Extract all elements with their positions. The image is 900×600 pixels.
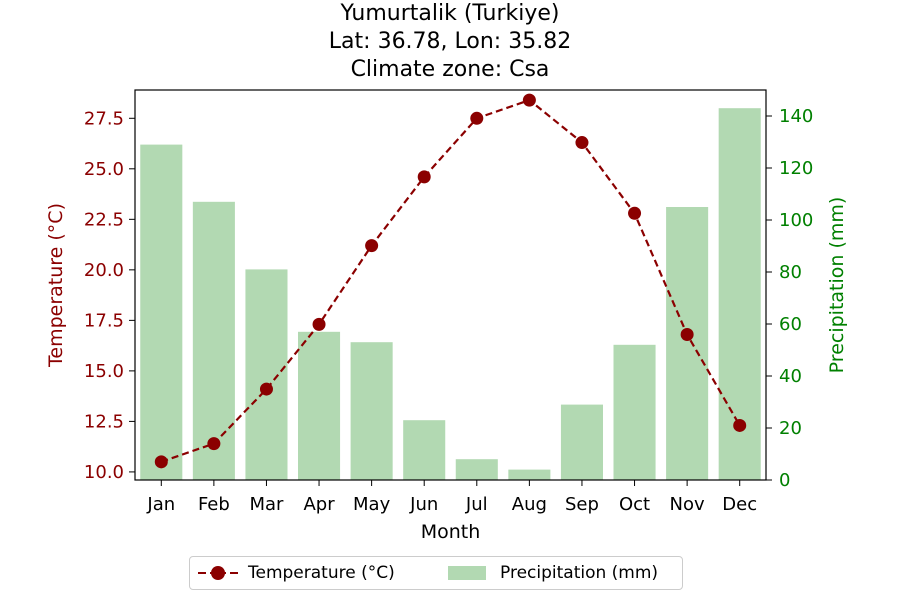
- y-right-axis-label: Precipitation (mm): [826, 197, 848, 374]
- y-right-tick-label-0: 0: [779, 470, 790, 491]
- y-left-tick-label-7: 27.5: [84, 108, 124, 129]
- chart-title-line-3: Climate zone: Csa: [350, 57, 550, 82]
- temperature-point-apr: [312, 317, 326, 331]
- climate-chart: Jan Feb Mar Apr May Jun Jul Aug Sep Oct Nov Dec Mont…: [45, 89, 848, 543]
- x-tick-label-sep: Sep: [565, 494, 599, 515]
- y-right-tick-label-7: 140: [779, 106, 813, 127]
- y-left-tick-label-1: 12.5: [84, 411, 124, 432]
- y-left-tick-label-5: 22.5: [84, 209, 124, 230]
- y-left-tick-label-4: 20.0: [84, 260, 124, 281]
- legend-temperature-swatch: [198, 557, 238, 589]
- x-tick-label-jul: Jul: [465, 494, 488, 515]
- y-right-tick-label-4: 80: [779, 262, 802, 283]
- legend-item-temperature: Temperature (°C): [198, 557, 395, 589]
- legend-item-precipitation: Precipitation (mm): [448, 557, 658, 589]
- precipitation-bar-feb: [192, 201, 235, 481]
- y-right-tick-label-1: 20: [779, 418, 802, 439]
- precipitation-bar-sep: [560, 404, 603, 480]
- y-right-tick-label-6: 120: [779, 158, 813, 179]
- temperature-point-jun: [417, 170, 431, 184]
- temperature-point-jul: [470, 111, 484, 125]
- x-tick-label-jun: Jun: [409, 494, 438, 515]
- chart-title-line-1: Yumurtalik (Turkiye): [340, 1, 560, 26]
- x-axis-label: Month: [421, 521, 481, 543]
- precipitation-bar-jul: [455, 459, 498, 480]
- temperature-point-oct: [628, 206, 642, 220]
- x-tick-label-nov: Nov: [670, 494, 705, 515]
- y-left-tick-label-0: 10.0: [84, 462, 124, 483]
- temperature-point-mar: [259, 382, 273, 396]
- x-tick-label-feb: Feb: [198, 494, 230, 515]
- y-left-tick-label-2: 15.0: [84, 361, 124, 382]
- x-tick-label-oct: Oct: [619, 494, 650, 515]
- legend-temperature-label: Temperature (°C): [248, 563, 395, 583]
- temperature-point-sep: [575, 136, 589, 150]
- precipitation-bar-mar: [245, 269, 288, 480]
- precipitation-bar-jan: [140, 144, 183, 480]
- y-left-tick-label-6: 25.0: [84, 159, 124, 180]
- x-tick-label-dec: Dec: [722, 494, 757, 515]
- precipitation-bar-oct: [613, 344, 656, 480]
- temperature-point-jan: [154, 455, 168, 469]
- legend-precipitation-swatch: [448, 566, 486, 580]
- x-tick-label-aug: Aug: [512, 494, 547, 515]
- x-tick-label-may: May: [353, 494, 391, 515]
- y-left-axis-label: Temperature (°C): [45, 203, 67, 368]
- precipitation-bar-jun: [403, 420, 446, 480]
- x-tick-label-apr: Apr: [303, 494, 335, 515]
- temperature-point-feb: [207, 437, 221, 451]
- precipitation-bar-aug: [508, 469, 551, 480]
- precipitation-bar-may: [350, 342, 393, 480]
- legend-precipitation-label: Precipitation (mm): [500, 563, 659, 583]
- precipitation-bar-apr: [298, 331, 341, 480]
- x-tick-label-jan: Jan: [146, 494, 175, 515]
- chart-legend: Temperature (°C) Precipitation (mm): [189, 556, 683, 590]
- chart-title-line-2: Lat: 36.78, Lon: 35.82: [328, 29, 572, 54]
- temperature-line: [160, 98, 741, 463]
- y-right-tick-label-2: 40: [779, 366, 802, 387]
- plot-frame: [134, 89, 767, 481]
- x-tick-label-mar: Mar: [249, 494, 284, 515]
- y-right-tick-label-3: 60: [779, 314, 802, 335]
- temperature-point-aug: [522, 93, 536, 107]
- temperature-point-dec: [733, 418, 747, 432]
- precipitation-bar-dec: [718, 108, 761, 480]
- temperature-point-may: [365, 239, 379, 253]
- temperature-point-nov: [680, 328, 694, 342]
- y-right-tick-label-5: 100: [779, 210, 813, 231]
- y-left-tick-label-3: 17.5: [84, 310, 124, 331]
- precipitation-bar-nov: [666, 207, 709, 480]
